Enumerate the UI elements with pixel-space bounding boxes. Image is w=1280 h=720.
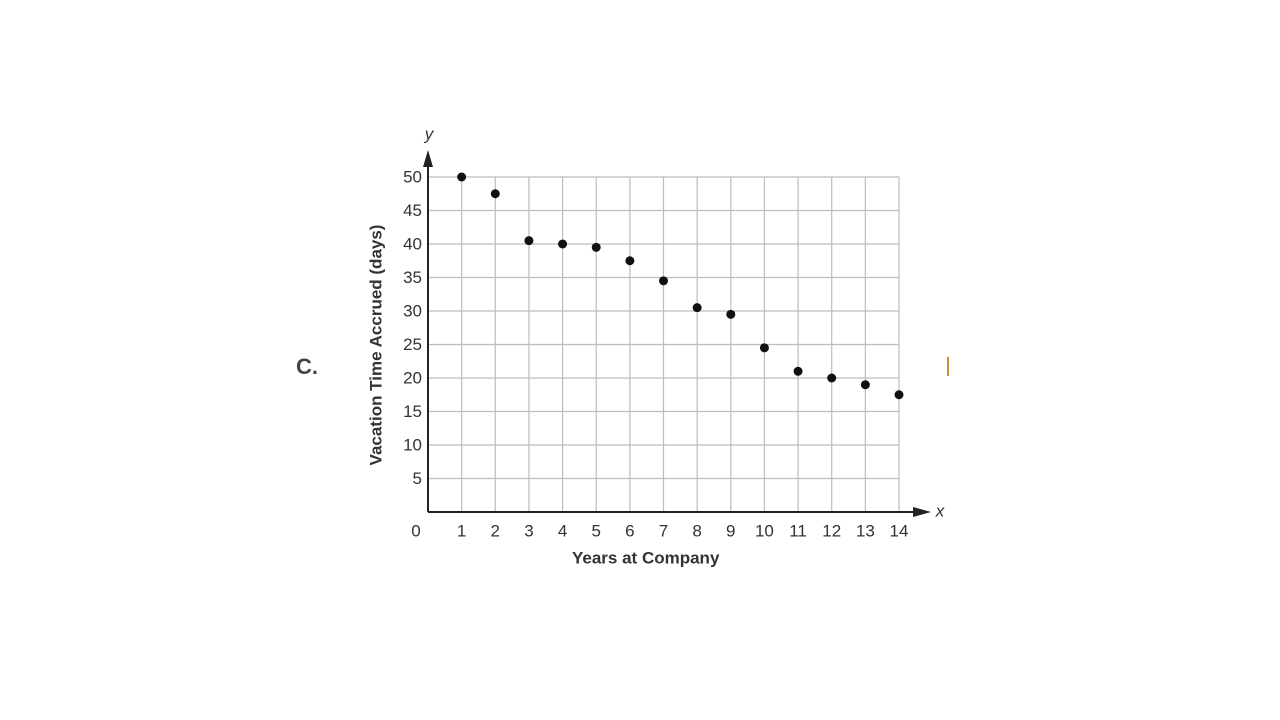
y-tick-label: 45 — [403, 201, 422, 220]
x-tick-label: 13 — [856, 521, 875, 540]
x-tick-label: 8 — [692, 521, 701, 540]
point — [524, 236, 534, 246]
x-tick-label: 5 — [591, 521, 600, 540]
x-axis-arrow — [913, 507, 931, 517]
y-tick-label: 10 — [403, 435, 422, 454]
point — [827, 373, 837, 383]
point — [759, 343, 769, 353]
x-tick-label: 1 — [457, 521, 466, 540]
decoration — [947, 357, 949, 376]
point — [692, 303, 702, 313]
point — [625, 256, 635, 266]
x-tick-label: 4 — [558, 521, 567, 540]
point — [894, 390, 904, 400]
y-tick-label: 50 — [403, 167, 422, 186]
point — [558, 239, 568, 249]
x-axis-name: x — [935, 501, 945, 520]
y-tick-label: 20 — [403, 368, 422, 387]
x-tick-label: 11 — [789, 521, 807, 540]
x-tick-label: 10 — [755, 521, 774, 540]
y-tick-label: 40 — [403, 234, 422, 253]
point — [860, 380, 870, 390]
question-label: C. — [296, 354, 318, 379]
x-tick-label: 2 — [491, 521, 500, 540]
x-tick-label: 3 — [524, 521, 533, 540]
y-tick-label: 15 — [403, 402, 422, 421]
point — [591, 242, 601, 252]
y-tick-label: 5 — [413, 469, 422, 488]
point — [490, 189, 500, 199]
point — [726, 309, 736, 319]
y-axis-label: Vacation Time Accrued (days) — [366, 225, 385, 466]
x-tick-label: 12 — [822, 521, 841, 540]
x-axis-label: Years at Company — [572, 548, 720, 567]
x-tick-label: 6 — [625, 521, 634, 540]
x-tick-label: 7 — [659, 521, 668, 540]
y-tick-label: 35 — [403, 268, 422, 287]
y-tick-label: 25 — [403, 335, 422, 354]
y-tick-label: 30 — [403, 301, 422, 320]
x-tick-label: 9 — [726, 521, 735, 540]
point — [793, 366, 803, 376]
x-tick-label: 0 — [411, 521, 420, 540]
y-axis-name: y — [424, 124, 435, 143]
point — [659, 276, 668, 286]
y-axis-arrow — [423, 150, 433, 167]
point — [457, 172, 467, 182]
x-tick-label: 14 — [890, 521, 909, 540]
